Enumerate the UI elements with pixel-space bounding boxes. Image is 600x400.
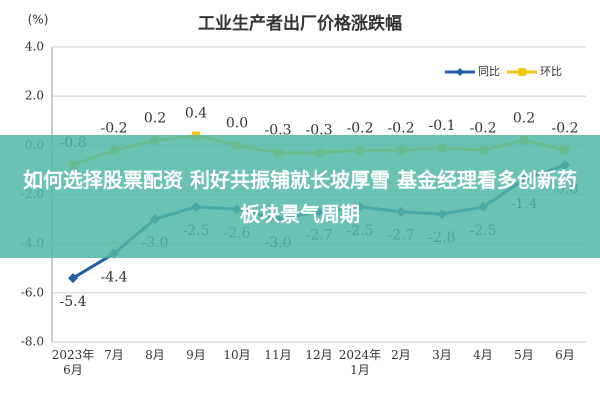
chart-title: 工业生产者出厂价格涨跌幅 bbox=[198, 13, 402, 34]
legend-marker bbox=[518, 68, 526, 76]
x-tick-label: 7月 bbox=[104, 348, 124, 362]
x-tick-label-box: 12月 bbox=[305, 348, 333, 362]
x-tick-label: 8月 bbox=[145, 348, 165, 362]
x-tick-label: 2月 bbox=[391, 348, 411, 362]
data-label: 0.4 bbox=[185, 106, 207, 122]
data-label: 0.0 bbox=[226, 115, 248, 131]
x-tick-label-box: 11月 bbox=[264, 348, 292, 362]
legend-label: 同比 bbox=[478, 65, 500, 78]
x-tick-label: 11月 bbox=[264, 348, 292, 362]
x-tick-label-box: 2023年6月 bbox=[51, 348, 95, 377]
x-tick-label-box: 4月 bbox=[473, 348, 493, 362]
x-tick-label-box: 7月 bbox=[104, 348, 124, 362]
data-label: -0.2 bbox=[470, 120, 497, 136]
x-tick-label: 9月 bbox=[186, 348, 206, 362]
x-tick-label-box: 9月 bbox=[186, 348, 206, 362]
legend-marker bbox=[456, 68, 464, 76]
data-label: -0.3 bbox=[306, 123, 333, 139]
y-tick-label: 2.0 bbox=[25, 89, 44, 103]
y-unit: (%) bbox=[28, 13, 49, 27]
y-tick-label: -8.0 bbox=[21, 335, 44, 349]
x-tick-label-box: 5月 bbox=[514, 348, 534, 362]
x-tick-label: 2023年6月 bbox=[51, 348, 95, 377]
x-tick-label: 12月 bbox=[305, 348, 333, 362]
data-label: -0.1 bbox=[429, 118, 456, 134]
x-tick-label: 4月 bbox=[473, 348, 493, 362]
legend-label: 环比 bbox=[540, 65, 562, 78]
data-label: 0.2 bbox=[513, 110, 535, 126]
y-tick-label: -6.0 bbox=[21, 285, 44, 299]
x-tick-label: 6月 bbox=[555, 348, 575, 362]
data-label: -5.4 bbox=[60, 294, 87, 310]
banner: 如何选择股票配资 利好共振铺就长坡厚雪 基金经理看多创新药板块景气周期 bbox=[0, 135, 600, 258]
x-tick-label: 10月 bbox=[223, 348, 251, 362]
data-label: -0.2 bbox=[552, 120, 579, 136]
data-label: -0.2 bbox=[101, 120, 128, 136]
data-label: -0.2 bbox=[388, 120, 415, 136]
data-label: -0.3 bbox=[265, 123, 292, 139]
x-tick-label: 2024年1月 bbox=[338, 348, 382, 377]
x-tick-label-box: 2月 bbox=[391, 348, 411, 362]
x-tick-label-box: 2024年1月 bbox=[338, 348, 382, 377]
y-tick-label: 4.0 bbox=[25, 40, 44, 54]
x-tick-label-box: 8月 bbox=[145, 348, 165, 362]
data-label: 0.2 bbox=[144, 110, 166, 126]
data-label: -0.2 bbox=[347, 120, 374, 136]
x-tick-label-box: 6月 bbox=[555, 348, 575, 362]
x-tick-label-box: 3月 bbox=[432, 348, 452, 362]
x-tick-label: 3月 bbox=[432, 348, 452, 362]
x-tick-label-box: 10月 bbox=[223, 348, 251, 362]
x-tick-label: 5月 bbox=[514, 348, 534, 362]
data-label: -4.4 bbox=[101, 270, 128, 286]
point bbox=[68, 273, 78, 284]
